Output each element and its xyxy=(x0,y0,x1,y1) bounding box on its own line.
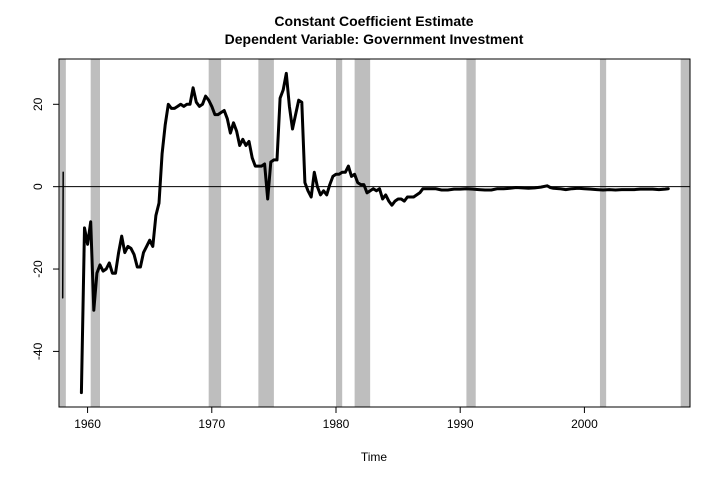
y-axis: -40 -20 0 20 xyxy=(31,97,59,360)
recession-bands xyxy=(59,59,690,407)
y-tick-label: 0 xyxy=(31,183,45,190)
recession-band xyxy=(90,59,100,407)
x-tick-label: 1970 xyxy=(198,417,225,431)
x-axis: 1960 1970 1980 1990 2000 xyxy=(74,407,598,431)
x-tick-label: 2000 xyxy=(571,417,598,431)
recession-band xyxy=(335,59,343,407)
chart-title: Constant Coefficient Estimate xyxy=(274,13,473,29)
x-tick-label: 1960 xyxy=(74,417,101,431)
recession-band xyxy=(680,59,690,407)
chart-subtitle: Dependent Variable: Government Investmen… xyxy=(225,31,524,47)
recession-band xyxy=(258,59,274,407)
y-tick-label: -40 xyxy=(31,342,45,360)
series-line xyxy=(61,171,64,299)
series-lines xyxy=(61,71,670,395)
plot-frame xyxy=(58,58,691,408)
recession-band xyxy=(208,59,222,407)
x-axis-label: Time xyxy=(361,450,388,464)
recession-band xyxy=(599,59,607,407)
recession-band xyxy=(466,59,476,407)
y-tick-label: -20 xyxy=(31,260,45,278)
y-tick-label: 20 xyxy=(31,97,45,111)
recession-band xyxy=(354,59,371,407)
series-line xyxy=(79,71,670,395)
x-tick-label: 1990 xyxy=(447,417,474,431)
x-tick-label: 1980 xyxy=(323,417,350,431)
